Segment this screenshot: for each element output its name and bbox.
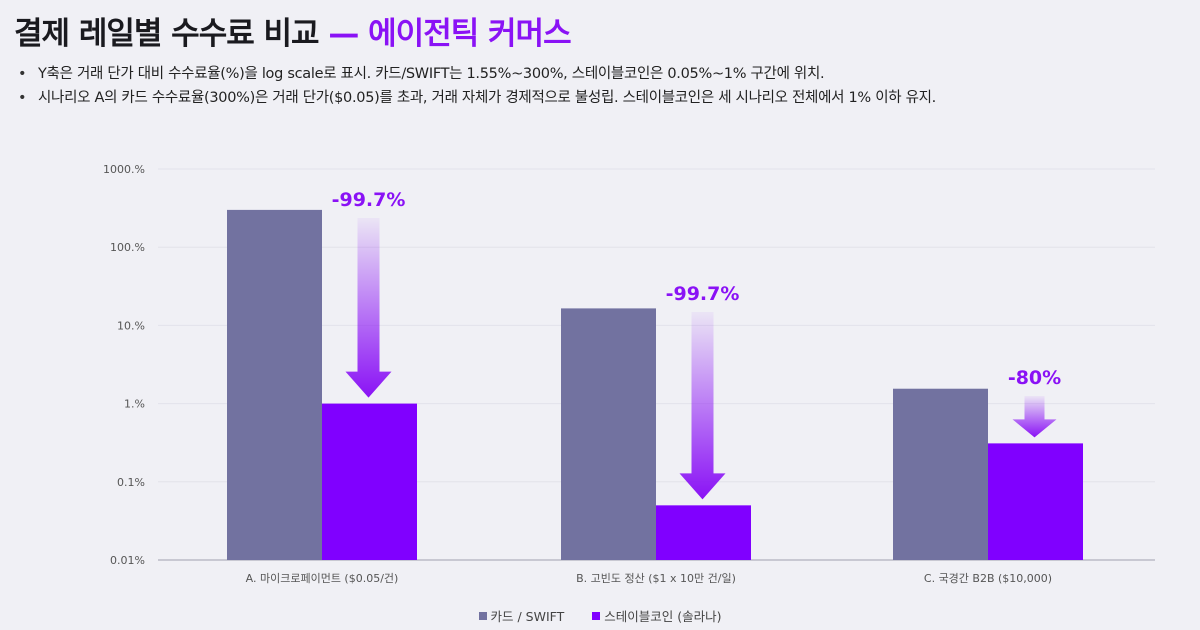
bar-card	[893, 388, 988, 560]
bar-card	[227, 209, 322, 561]
legend-item-stablecoin: 스테이블코인 (솔라나)	[592, 606, 721, 625]
title-accent: — 에이전틱 커머스	[328, 16, 571, 52]
reduction-annotation: -99.7%	[666, 283, 740, 305]
bullet-item: 시나리오 A의 카드 수수료율(300%)은 거래 단가($0.05)를 초과,…	[14, 86, 936, 110]
bullet-list: Y축은 거래 단가 대비 수수료율(%)을 log scale로 표시. 카드/…	[14, 62, 936, 110]
page-title: 결제 레일별 수수료 비교 — 에이전틱 커머스	[14, 8, 572, 53]
chart-legend: 카드 / SWIFT 스테이블코인 (솔라나)	[0, 606, 1200, 625]
bullet-item: Y축은 거래 단가 대비 수수료율(%)을 log scale로 표시. 카드/…	[14, 62, 936, 86]
y-tick-label: 100.%	[110, 241, 145, 254]
bar-stablecoin	[656, 505, 751, 560]
y-tick-label: 0.1%	[117, 476, 145, 489]
y-tick-label: 1.%	[124, 398, 145, 411]
title-main: 결제 레일별 수수료 비교	[14, 16, 320, 52]
reduction-annotation: -80%	[1008, 367, 1061, 389]
legend-label: 카드 / SWIFT	[490, 609, 565, 624]
legend-swatch-card	[478, 611, 487, 620]
legend-item-card: 카드 / SWIFT	[478, 606, 565, 625]
x-category-label: C. 국경간 B2B ($10,000)	[924, 572, 1052, 585]
x-category-label: B. 고빈도 정산 ($1 x 10만 건/일)	[576, 571, 736, 585]
reduction-annotation: -99.7%	[332, 189, 406, 211]
bar-stablecoin	[988, 443, 1083, 560]
legend-label: 스테이블코인 (솔라나)	[604, 609, 722, 624]
bar-card	[561, 308, 656, 560]
y-tick-label: 10.%	[117, 319, 145, 332]
down-arrow-icon	[345, 218, 392, 398]
y-tick-label: 0.01%	[110, 554, 145, 567]
bar-stablecoin	[322, 403, 417, 560]
down-arrow-icon	[679, 312, 726, 500]
legend-swatch-stablecoin	[592, 611, 601, 620]
down-arrow-icon	[1012, 396, 1057, 438]
y-tick-label: 1000.%	[103, 163, 145, 176]
x-category-label: A. 마이크로페이먼트 ($0.05/건)	[246, 572, 399, 585]
